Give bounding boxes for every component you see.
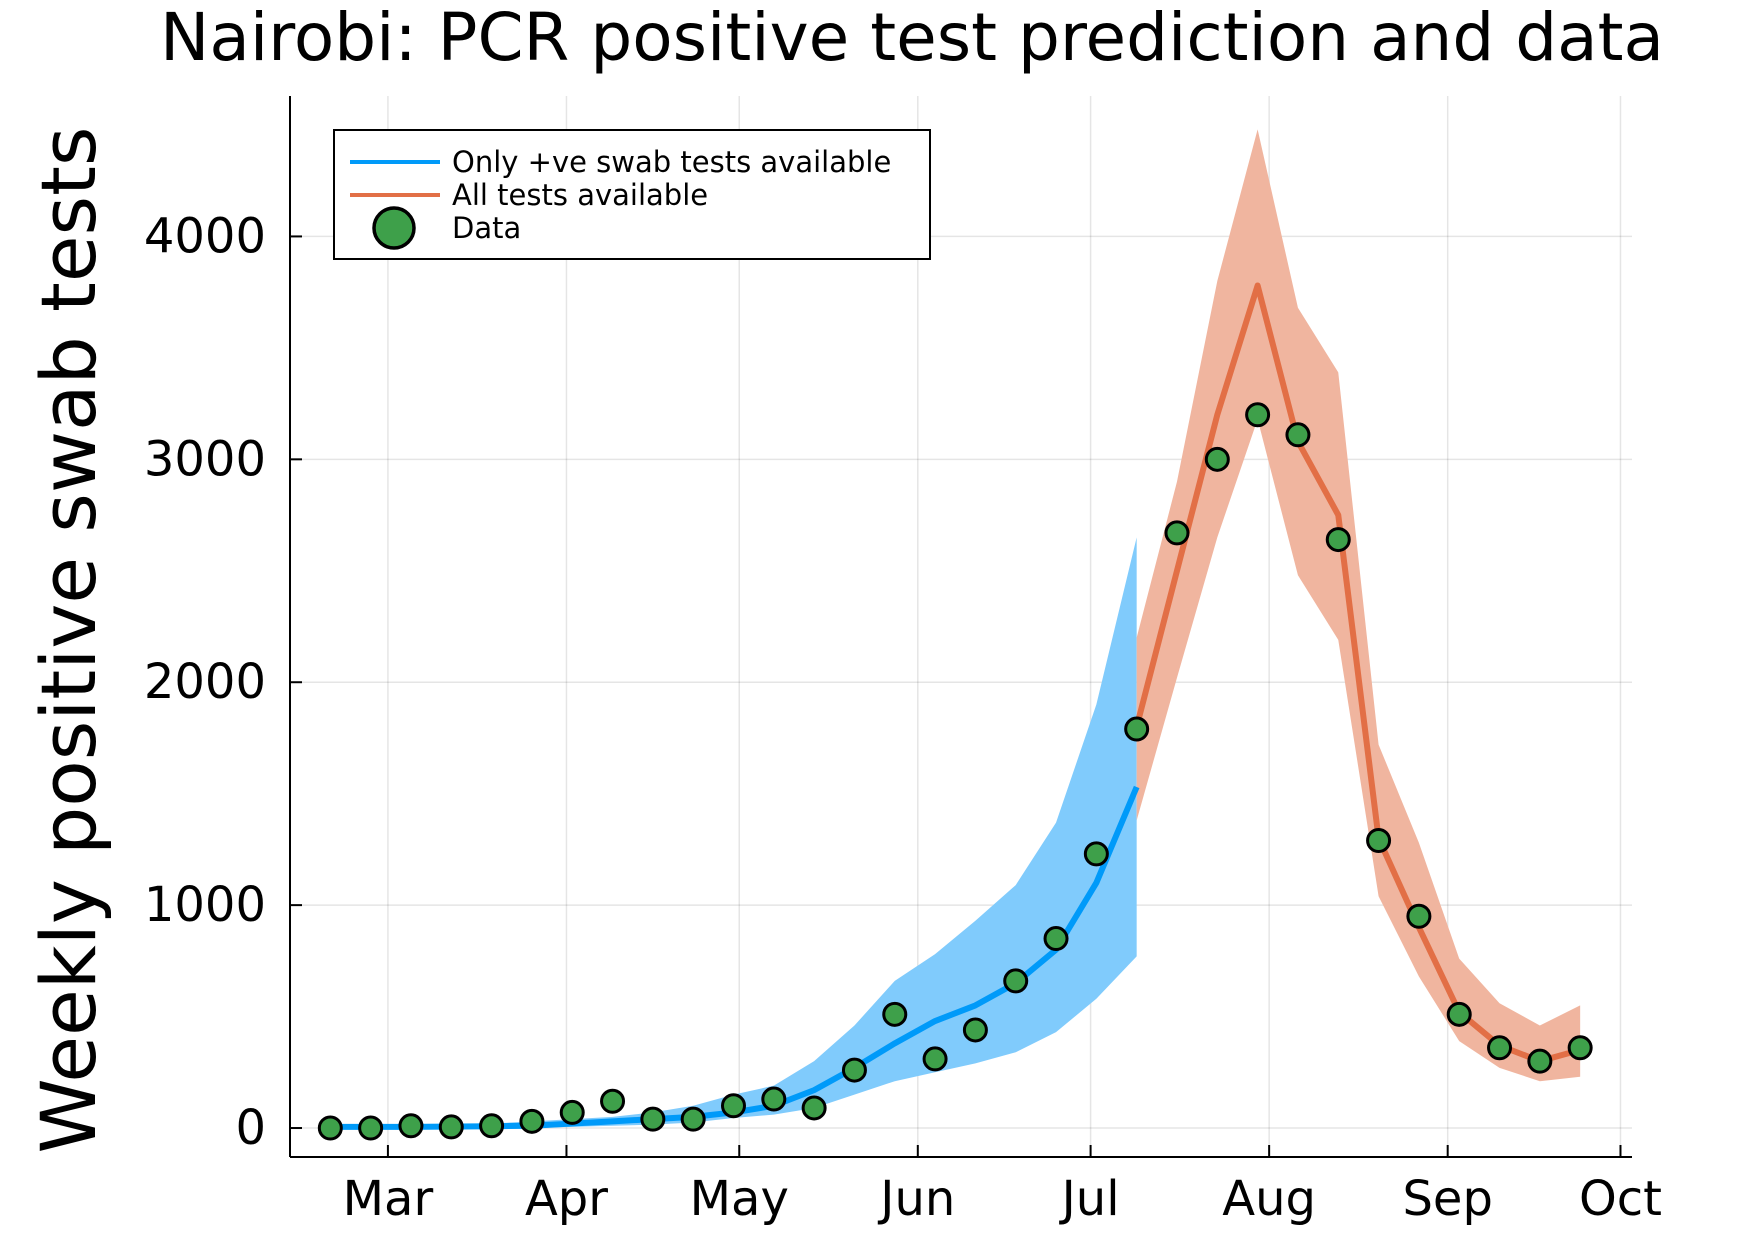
legend-label-data: Data (452, 211, 521, 245)
legend-label-orange: All tests available (452, 178, 708, 212)
data-point (1527, 1048, 1553, 1074)
data-point (1567, 1035, 1593, 1061)
data-point (720, 1093, 746, 1119)
data-point (1043, 926, 1069, 952)
data-point (438, 1114, 464, 1140)
x-tick-label: May (690, 1171, 789, 1227)
data-point (640, 1106, 666, 1132)
x-tick-label: Oct (1579, 1171, 1662, 1227)
data-point (1124, 716, 1150, 742)
data-point (1446, 1001, 1472, 1027)
chart-title: Nairobi: PCR positive test prediction an… (160, 0, 1664, 76)
data-point (882, 1001, 908, 1027)
data-point (317, 1115, 343, 1141)
data-points (317, 402, 1593, 1141)
y-tick-label: 0 (235, 1100, 266, 1156)
data-point (559, 1099, 585, 1125)
x-tick-label: Apr (525, 1171, 608, 1227)
axes (289, 96, 1632, 1158)
x-tick-label: Sep (1402, 1171, 1492, 1227)
data-point (519, 1108, 545, 1134)
data-point (1325, 527, 1351, 553)
x-tick-label: Aug (1222, 1171, 1316, 1227)
x-tick-label: Jul (1059, 1171, 1120, 1227)
data-point (1285, 422, 1311, 448)
data-point (680, 1106, 706, 1132)
data-point (1487, 1035, 1513, 1061)
legend-swatch-data (372, 206, 416, 250)
data-point (479, 1113, 505, 1139)
data-point (841, 1057, 867, 1083)
legend-label-blue: Only +ve swab tests available (452, 145, 891, 179)
band-series-1 (330, 537, 1137, 1129)
data-point (600, 1088, 626, 1114)
x-tick-label: Jun (877, 1171, 955, 1227)
data-point (1245, 402, 1271, 428)
y-tick-label: 2000 (144, 654, 266, 710)
data-point (922, 1046, 948, 1072)
data-point (761, 1086, 787, 1112)
band-series-2 (1136, 129, 1581, 1082)
x-tick-label: Mar (343, 1171, 434, 1227)
data-point (962, 1017, 988, 1043)
data-point (398, 1113, 424, 1139)
data-point (1406, 903, 1432, 929)
data-point (358, 1115, 384, 1141)
y-tick-label: 1000 (144, 877, 266, 933)
data-point (1366, 827, 1392, 853)
data-point (1083, 841, 1109, 867)
y-axis-label: Weekly positive swab tests (24, 126, 113, 1153)
confidence-bands (330, 129, 1581, 1129)
data-point (801, 1095, 827, 1121)
data-point (1204, 446, 1230, 472)
legend: Only +ve swab tests available All tests … (333, 129, 931, 260)
y-tick-label: 4000 (144, 208, 266, 264)
y-tick-label: 3000 (144, 431, 266, 487)
data-point (1164, 520, 1190, 546)
tick-labels: Mar Apr May Jun Jul Aug Sep Oct 0 1000 2000 3000 400… (144, 208, 1662, 1227)
data-point (1003, 968, 1029, 994)
